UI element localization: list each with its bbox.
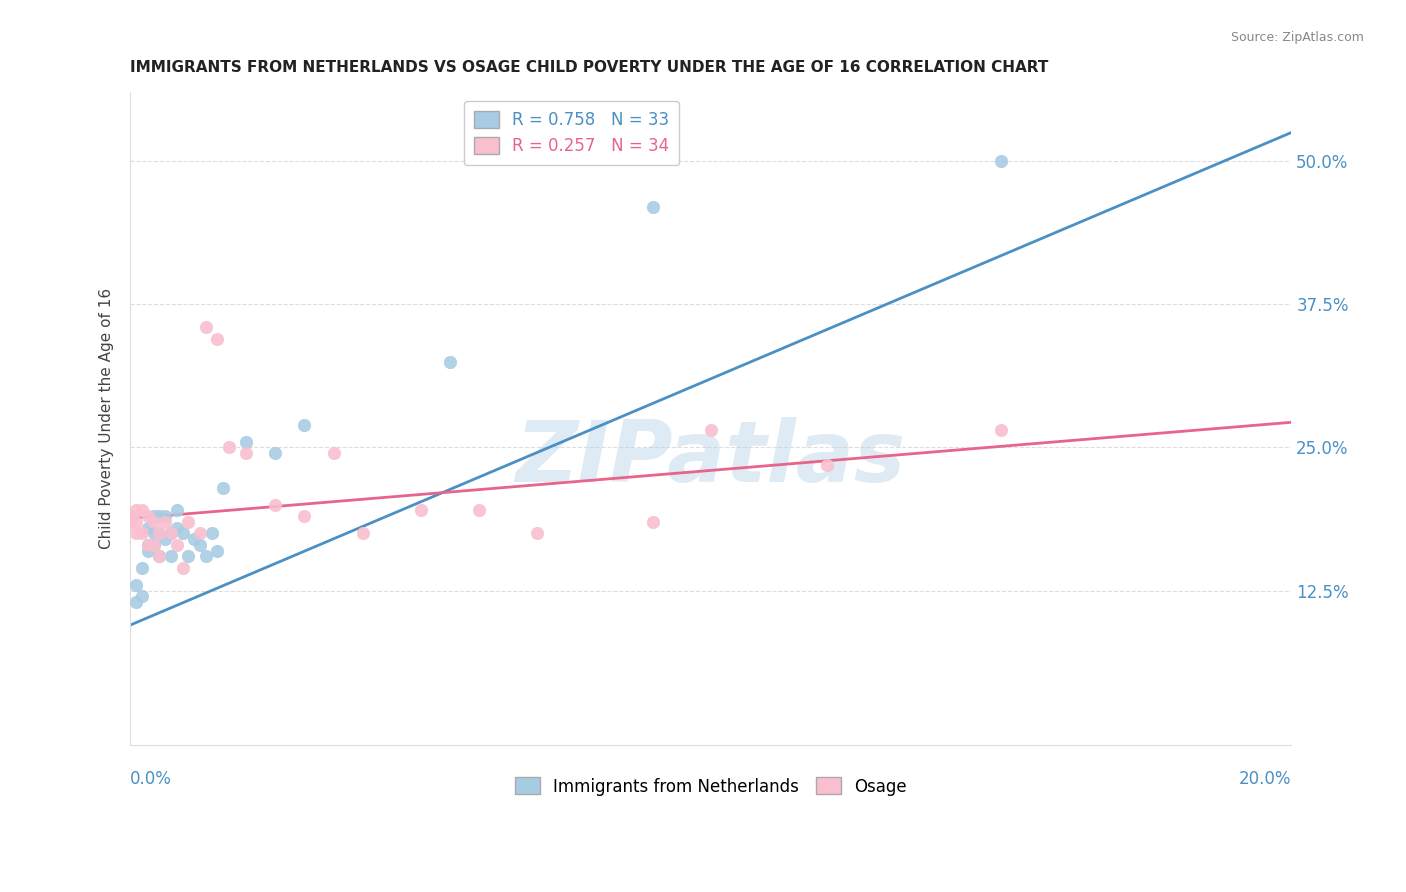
Text: IMMIGRANTS FROM NETHERLANDS VS OSAGE CHILD POVERTY UNDER THE AGE OF 16 CORRELATI: IMMIGRANTS FROM NETHERLANDS VS OSAGE CHI… <box>131 60 1049 75</box>
Point <box>142 526 165 541</box>
Point <box>194 549 217 564</box>
Point <box>235 446 257 460</box>
Legend: Immigrants from Netherlands, Osage: Immigrants from Netherlands, Osage <box>508 771 914 802</box>
Point <box>352 526 374 541</box>
Point <box>136 509 159 524</box>
Point <box>153 515 176 529</box>
Point <box>212 481 235 495</box>
Point <box>990 423 1012 437</box>
Text: ZIPatlas: ZIPatlas <box>516 417 905 500</box>
Point <box>200 526 222 541</box>
Point <box>235 434 257 449</box>
Point <box>160 526 183 541</box>
Point <box>142 509 165 524</box>
Point <box>294 417 316 432</box>
Point <box>641 515 664 529</box>
Point <box>125 526 148 541</box>
Point <box>188 538 211 552</box>
Text: 0.0%: 0.0% <box>131 771 172 789</box>
Point <box>166 538 188 552</box>
Point <box>142 538 165 552</box>
Point <box>153 532 176 546</box>
Point <box>160 526 183 541</box>
Point <box>439 354 461 368</box>
Point <box>125 503 148 517</box>
Point <box>264 446 287 460</box>
Point <box>131 590 153 604</box>
Point <box>142 515 165 529</box>
Point <box>131 503 153 517</box>
Point <box>188 526 211 541</box>
Point <box>120 509 142 524</box>
Point <box>136 521 159 535</box>
Point <box>131 526 153 541</box>
Point <box>136 538 159 552</box>
Point <box>153 509 176 524</box>
Point <box>177 515 200 529</box>
Point <box>990 154 1012 169</box>
Point <box>322 446 344 460</box>
Point <box>183 532 205 546</box>
Point <box>207 543 229 558</box>
Point <box>172 561 194 575</box>
Point <box>125 515 148 529</box>
Point <box>131 561 153 575</box>
Y-axis label: Child Poverty Under the Age of 16: Child Poverty Under the Age of 16 <box>100 288 114 549</box>
Point <box>142 538 165 552</box>
Point <box>160 549 183 564</box>
Point <box>641 200 664 214</box>
Point <box>148 549 170 564</box>
Point <box>815 458 838 472</box>
Point <box>409 503 432 517</box>
Point <box>264 498 287 512</box>
Point <box>166 521 188 535</box>
Point <box>125 578 148 592</box>
Point <box>700 423 723 437</box>
Text: Source: ZipAtlas.com: Source: ZipAtlas.com <box>1230 31 1364 45</box>
Point <box>218 441 240 455</box>
Point <box>177 549 200 564</box>
Point <box>148 526 170 541</box>
Point <box>148 509 170 524</box>
Point <box>136 543 159 558</box>
Point <box>294 509 316 524</box>
Point <box>194 320 217 334</box>
Point <box>120 515 142 529</box>
Point <box>467 503 489 517</box>
Point <box>526 526 548 541</box>
Point <box>125 595 148 609</box>
Text: 20.0%: 20.0% <box>1239 771 1291 789</box>
Point <box>136 538 159 552</box>
Point <box>172 526 194 541</box>
Point <box>148 526 170 541</box>
Point <box>207 332 229 346</box>
Point <box>166 503 188 517</box>
Point <box>148 549 170 564</box>
